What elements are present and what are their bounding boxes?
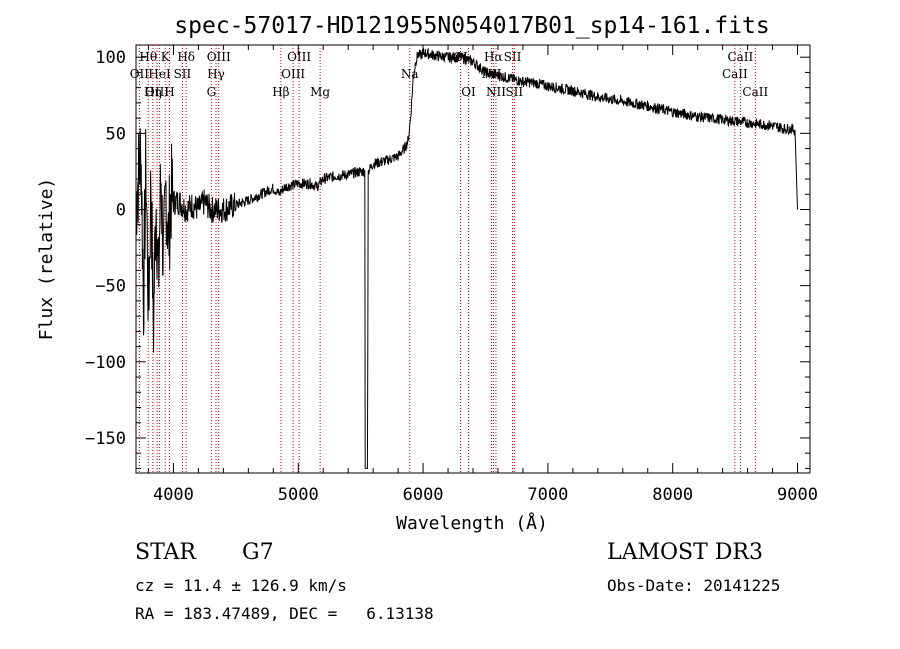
y-tick-label: 0 xyxy=(116,200,126,220)
spectral-line-label: G xyxy=(207,85,217,99)
x-tick-label: 7000 xyxy=(527,485,568,505)
spectral-line-label: Hη xyxy=(144,85,162,99)
spectral-line-label: K xyxy=(161,50,171,64)
survey-name: LAMOST DR3 xyxy=(607,540,763,565)
x-tick-label: 9000 xyxy=(777,485,818,505)
spectrum-line xyxy=(135,47,798,469)
spectral-line-label: OII xyxy=(130,67,150,81)
object-type: STAR xyxy=(135,540,196,565)
x-tick-label: 8000 xyxy=(652,485,693,505)
x-tick-label: 4000 xyxy=(153,485,194,505)
spectral-line-label: SII xyxy=(505,85,523,99)
redshift-velocity: cz = 11.4 ± 126.9 km/s xyxy=(135,576,347,595)
observation-date: Obs-Date: 20141225 xyxy=(607,576,781,595)
spectral-line-label: OIII xyxy=(287,50,311,64)
spectral-line-label: CaII xyxy=(727,50,753,64)
spectral-line-label: Hθ xyxy=(139,50,157,64)
spectral-line-label: SII xyxy=(504,50,522,64)
y-axis-label: Flux (relative) xyxy=(36,178,57,341)
spectral-line-label: SII xyxy=(174,67,192,81)
x-tick-label: 5000 xyxy=(278,485,319,505)
spectral-line-label: OI xyxy=(461,85,476,99)
spectral-line-label: Na xyxy=(401,67,419,81)
spectral-line-label: CaII xyxy=(722,67,748,81)
spectral-line-label: Mg xyxy=(310,85,330,99)
chart-title: spec-57017-HD121955N054017B01_sp14-161.f… xyxy=(174,13,769,39)
y-tick-label: −100 xyxy=(85,353,126,373)
spectral-line-label: OIII xyxy=(281,67,305,81)
spectral-line-label: Hγ xyxy=(207,67,225,81)
spectral-line-label: OIII xyxy=(207,50,231,64)
y-tick-label: 50 xyxy=(106,124,126,144)
plot-area xyxy=(135,44,811,474)
y-tick-label: −50 xyxy=(95,277,126,297)
x-tick-label: 6000 xyxy=(403,485,444,505)
y-tick-label: 100 xyxy=(95,48,126,68)
coordinates: RA = 183.47489, DEC = 6.13138 xyxy=(135,604,434,623)
x-axis-label: Wavelength (Å) xyxy=(396,512,548,534)
spectral-line-label: Hβ xyxy=(272,85,289,99)
spectral-line-label: OIII xyxy=(145,85,169,99)
spectral-line-label: HeI xyxy=(148,67,171,81)
object-subclass: G7 xyxy=(242,540,274,565)
spectral-line-label: H xyxy=(164,85,174,99)
spectral-line-label: CaII xyxy=(742,85,768,99)
y-tick-label: −150 xyxy=(85,429,126,449)
spectral-line-label: NII xyxy=(486,85,506,99)
spectral-line-label: Hδ xyxy=(177,50,195,64)
spectral-line-label: Hα xyxy=(484,50,503,64)
